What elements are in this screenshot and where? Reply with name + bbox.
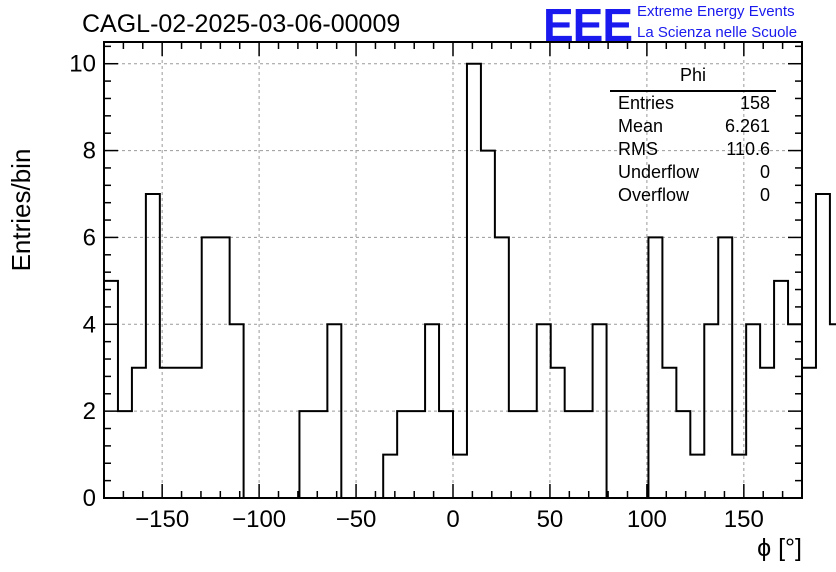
histogram-bin [565, 411, 579, 498]
histogram-bin [523, 411, 537, 498]
stats-value: 0 [759, 185, 770, 205]
histogram-bin [439, 411, 453, 498]
histogram-bin [118, 411, 132, 498]
histogram-bin [467, 64, 481, 498]
histogram-bin [509, 411, 523, 498]
histogram-bin [327, 324, 341, 498]
brand-line-1: Extreme Energy Events [637, 3, 795, 20]
x-tick-label: 0 [446, 506, 459, 533]
chart-title: CAGL-02-2025-03-06-00009 [82, 10, 401, 38]
x-tick-label: 100 [627, 506, 667, 533]
stats-box: Phi Entries 158 Mean 6.261 RMS 110.6 Und… [608, 66, 778, 207]
stats-row-underflow: Underflow 0 [608, 161, 778, 184]
histogram-series [104, 62, 836, 499]
histogram-bin [495, 237, 509, 498]
histogram-bin [146, 194, 160, 498]
histogram-bin [104, 281, 118, 498]
x-tick-label: 50 [537, 506, 564, 533]
histogram-bin [774, 281, 788, 498]
histogram-bin [593, 324, 607, 498]
histogram-bin [816, 194, 830, 498]
y-tick-label: 6 [83, 224, 96, 251]
stats-value: 0 [759, 162, 770, 182]
stats-title: Phi [610, 66, 776, 92]
histogram-bin [537, 324, 551, 498]
stats-value: 158 [739, 93, 770, 113]
stats-label: Overflow [618, 185, 690, 205]
x-tick-label: −150 [135, 506, 189, 533]
histogram-bin [662, 368, 676, 498]
histogram-bin [718, 237, 732, 498]
histogram-bin [216, 237, 230, 498]
histogram-bin [481, 151, 495, 498]
stats-label: Entries [618, 93, 675, 113]
stats-row-rms: RMS 110.6 [608, 138, 778, 161]
x-tick-label: −50 [336, 506, 377, 533]
histogram-bin [746, 324, 760, 498]
y-tick-label: 2 [83, 398, 96, 425]
histogram-bin [174, 368, 188, 498]
histogram-bin [802, 368, 816, 498]
histogram-bin [704, 324, 718, 498]
y-tick-label: 8 [83, 138, 96, 165]
stats-value: 110.6 [726, 139, 770, 159]
histogram-bin [579, 411, 593, 498]
brand-line-2: La Scienza nelle Scuole [637, 24, 798, 41]
y-tick-label: 4 [83, 311, 96, 338]
stats-label: RMS [618, 139, 658, 159]
histogram-bin [551, 368, 565, 498]
histogram-bin [648, 237, 662, 498]
histogram-bin [230, 324, 244, 498]
histogram-bin [411, 411, 425, 498]
histogram-bin [425, 324, 439, 498]
histogram-bin [397, 411, 411, 498]
histogram-bin [188, 368, 202, 498]
x-tick-label: 150 [724, 506, 764, 533]
histogram-bin [830, 324, 836, 498]
y-tick-label: 10 [69, 51, 96, 78]
stats-label: Underflow [618, 162, 700, 182]
stats-label: Mean [618, 116, 664, 136]
x-axis-label: ϕ [°] [757, 534, 802, 562]
x-tick-label: −100 [232, 506, 286, 533]
histogram-bin [160, 368, 174, 498]
histogram-bin [202, 237, 216, 498]
stats-row-overflow: Overflow 0 [608, 184, 778, 207]
histogram-bin [760, 368, 774, 498]
y-tick-label: 0 [83, 485, 96, 512]
stats-row-entries: Entries 158 [608, 92, 778, 115]
histogram-bin [453, 455, 467, 498]
stats-value: 6.261 [724, 116, 770, 136]
histogram-bin [690, 455, 704, 498]
stats-row-mean: Mean 6.261 [608, 115, 778, 138]
histogram-bin [132, 368, 146, 498]
histogram-bin [313, 411, 327, 498]
histogram-bin [676, 411, 690, 498]
histogram-bin [299, 411, 313, 498]
